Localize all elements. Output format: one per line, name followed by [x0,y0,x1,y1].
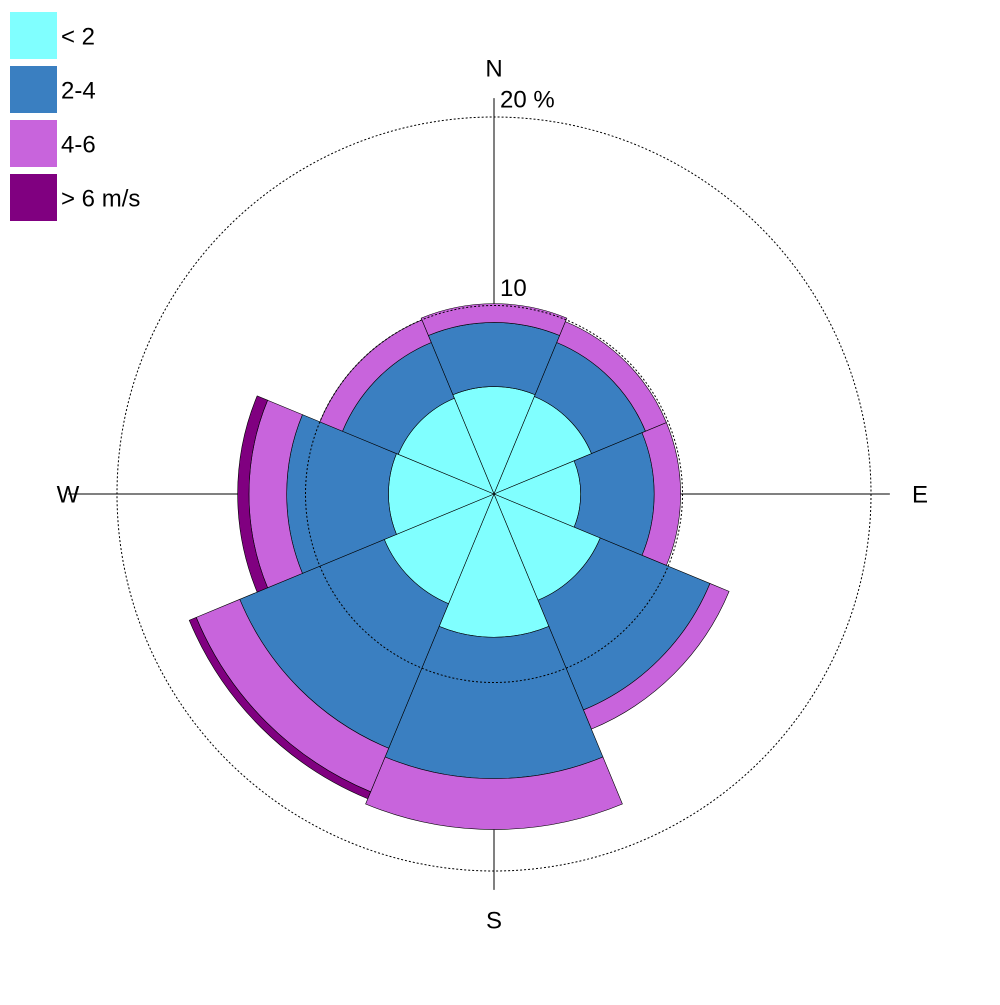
direction-label: E [912,481,928,508]
r-tick-label: 10 [500,275,527,302]
grid-circle [305,305,683,683]
direction-label: N [485,55,502,82]
sector [188,616,372,800]
sector [237,395,268,593]
legend-label: > 6 m/s [61,185,140,212]
legend-swatch [10,66,57,113]
sector [420,303,568,336]
legend-swatch [10,174,57,221]
grid-circle [116,116,872,872]
legend-label: 2-4 [61,77,96,104]
legend-label: < 2 [61,23,95,50]
legend-swatch [10,12,57,59]
r-tick-label: 20 % [500,86,555,113]
direction-label: W [57,481,80,508]
legend-swatch [10,120,57,167]
legend-label: 4-6 [61,131,96,158]
direction-label: S [486,907,502,934]
sector [365,756,623,830]
